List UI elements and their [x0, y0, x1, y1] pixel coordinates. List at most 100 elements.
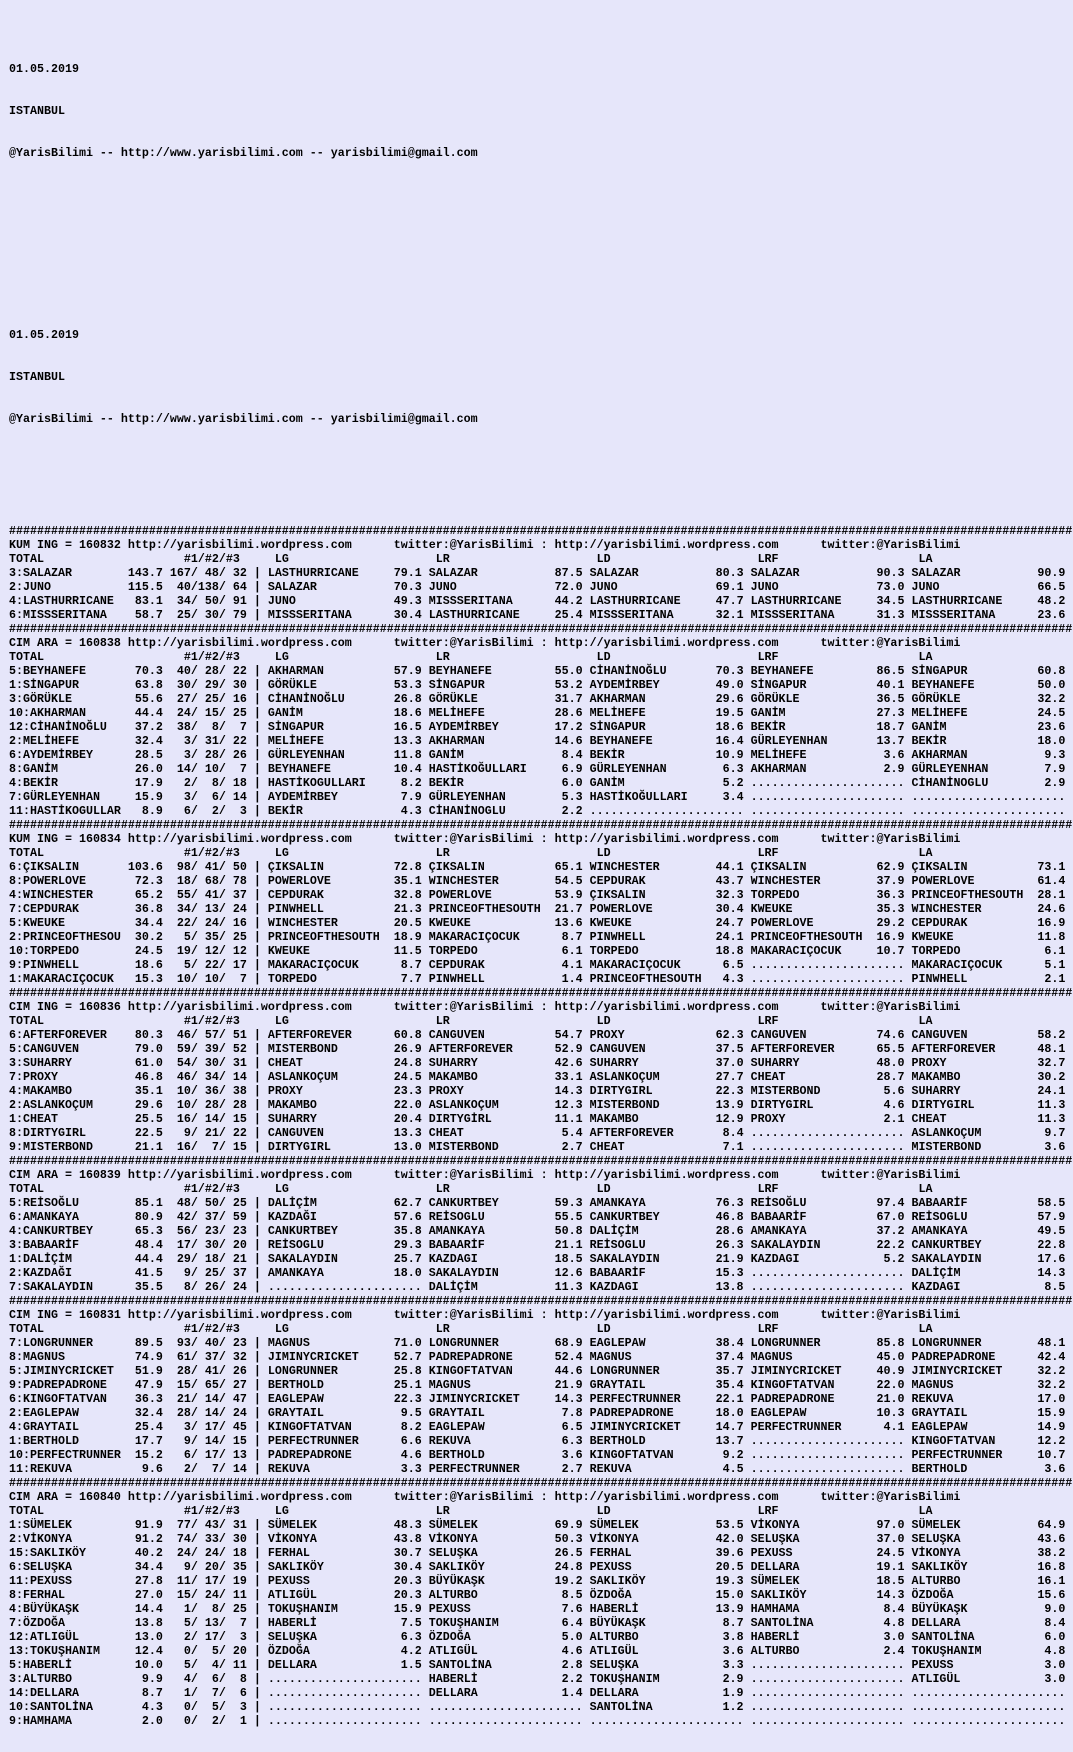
twitter-handle[interactable]: twitter:@YarisBilimi	[820, 832, 961, 846]
placings: 167/ 48/ 32	[169, 566, 247, 580]
placings: 48/ 50/ 25	[169, 1196, 247, 1210]
total-score: 37.2	[120, 720, 163, 734]
twitter-handle[interactable]: twitter:@YarisBilimi	[393, 1000, 534, 1014]
twitter-handle[interactable]: twitter:@YarisBilimi	[820, 1490, 961, 1504]
cell-la-name: POWERLOVE	[911, 874, 1024, 888]
cell-la-value: 24.6	[1023, 902, 1066, 916]
site-link[interactable]: http://yarisbilimi.wordpress.com	[554, 636, 779, 650]
cell-ld-name: LONGRUNNER	[589, 1364, 702, 1378]
cell-lg-value: 30.4	[379, 1560, 422, 1574]
cell-ld-value: 12.9	[701, 1112, 744, 1126]
twitter-handle[interactable]: twitter:@YarisBilimi	[393, 832, 534, 846]
twitter-handle[interactable]: twitter:@YarisBilimi	[393, 1168, 534, 1182]
site-link[interactable]: http://yarisbilimi.wordpress.com	[127, 832, 352, 846]
result-row: 8:GANİM 26.0 14/ 10/ 7 | BEYHANEFE 10.4 …	[9, 762, 1066, 776]
twitter-handle[interactable]: twitter:@YarisBilimi	[393, 1308, 534, 1322]
column-label-la: LA	[918, 1322, 933, 1336]
result-row: 6:ÇIKSALIN 103.6 98/ 41/ 50 | ÇIKSALIN 7…	[9, 860, 1066, 874]
total-label: TOTAL	[9, 552, 44, 566]
total-score: 9.6	[120, 1462, 163, 1476]
cell-ld-value: 20.5	[701, 1560, 744, 1574]
twitter-handle[interactable]: twitter:@YarisBilimi	[820, 1000, 961, 1014]
cell-ld-value: 47.7	[701, 594, 744, 608]
cell-ld-name: DIRTYGIRL	[589, 1084, 702, 1098]
site-link[interactable]: http://yarisbilimi.wordpress.com	[127, 636, 352, 650]
placings: 3/ 31/ 22	[169, 734, 247, 748]
twitter-handle[interactable]: twitter:@YarisBilimi	[820, 1308, 961, 1322]
result-row: 7:CEPDURAK 36.8 34/ 13/ 24 | PINWHELL 21…	[9, 902, 1066, 916]
cell-ld-value: 9.2	[701, 1448, 744, 1462]
horse-label: 5:REİSOĞLU	[9, 1196, 121, 1210]
cell-lg-name: HABERLİ	[267, 1616, 380, 1630]
cell-lr-name: SELUŞKA	[428, 1546, 541, 1560]
twitter-handle[interactable]: twitter:@YarisBilimi	[820, 1168, 961, 1182]
ranks-label: #1/#2/#3	[183, 1182, 240, 1196]
site-link[interactable]: http://yarisbilimi.wordpress.com	[554, 1000, 779, 1014]
cell-lrf-value: 2.1	[862, 1112, 905, 1126]
cell-la-value: 90.9	[1023, 566, 1066, 580]
cell-lg-name: SUHARRY	[267, 1112, 380, 1126]
total-score: 27.8	[120, 1574, 163, 1588]
site-link[interactable]: http://yarisbilimi.wordpress.com	[127, 538, 352, 552]
twitter-handle[interactable]: twitter:@YarisBilimi	[820, 538, 961, 552]
cell-ld-value: 18.0	[701, 1406, 744, 1420]
cell-lr-empty: ......................	[428, 1714, 583, 1728]
cell-la-name: SAKALAYDIN	[911, 1252, 1024, 1266]
blank-line	[9, 188, 1073, 202]
site-link[interactable]: http://yarisbilimi.wordpress.com	[554, 1168, 779, 1182]
result-row: 1:DALİÇİM 44.4 29/ 18/ 21 | SAKALAYDIN 2…	[9, 1252, 1066, 1266]
site-link[interactable]: http://yarisbilimi.wordpress.com	[554, 832, 779, 846]
total-score: 30.2	[120, 930, 163, 944]
header-block-2: 01.05.2019 ISTANBUL @YarisBilimi -- http…	[9, 300, 1073, 496]
twitter-handle[interactable]: twitter:@YarisBilimi	[393, 636, 534, 650]
cell-lrf-value: 74.6	[862, 1028, 905, 1042]
twitter-handle[interactable]: twitter:@YarisBilimi	[393, 538, 534, 552]
total-score: 22.5	[120, 1126, 163, 1140]
cell-lrf-name: SUHARRY	[750, 1056, 863, 1070]
total-score: 79.0	[120, 1042, 163, 1056]
cell-ld-name: GANİM	[589, 776, 702, 790]
header-contact: @YarisBilimi -- http://www.yarisbilimi.c…	[9, 146, 478, 160]
twitter-handle[interactable]: twitter:@YarisBilimi	[393, 1490, 534, 1504]
cell-ld-value: 69.1	[701, 580, 744, 594]
cell-ld-name: REİSOGLU	[589, 1238, 702, 1252]
cell-lrf-value: 18.5	[862, 1574, 905, 1588]
cell-ld-name: ÖZDOĞA	[589, 1588, 702, 1602]
site-link[interactable]: http://yarisbilimi.wordpress.com	[127, 1308, 352, 1322]
column-label-lrf: LRF	[757, 552, 779, 566]
cell-ld-name: BEKİR	[589, 748, 702, 762]
cell-lg-name: CHEAT	[267, 1056, 380, 1070]
site-link[interactable]: http://yarisbilimi.wordpress.com	[554, 1308, 779, 1322]
site-link[interactable]: http://yarisbilimi.wordpress.com	[554, 538, 779, 552]
cell-lg-name: WINCHESTER	[267, 916, 380, 930]
total-score: 35.1	[120, 1084, 163, 1098]
cell-ld-name: SÜMELEK	[589, 1518, 702, 1532]
result-row: 12:CİHANİNOĞLU 37.2 38/ 8/ 7 | SİNGAPUR …	[9, 720, 1066, 734]
placings: 34/ 50/ 91	[169, 594, 247, 608]
cell-lr-name: EAGLEPAW	[428, 1420, 541, 1434]
horse-label: 2:MELİHEFE	[9, 734, 121, 748]
cell-la-name: PROXY	[911, 1056, 1024, 1070]
horse-label: 3:SUHARRY	[9, 1056, 121, 1070]
twitter-handle[interactable]: twitter:@YarisBilimi	[820, 636, 961, 650]
cell-lr-value: 21.9	[540, 1378, 583, 1392]
placings: 5/ 13/ 7	[169, 1616, 247, 1630]
cell-la-name: CİHANİNOGLU	[911, 776, 1024, 790]
cell-lrf-value: 24.5	[862, 1546, 905, 1560]
site-link[interactable]: http://yarisbilimi.wordpress.com	[127, 1168, 352, 1182]
cell-lrf-name: PROXY	[750, 1112, 863, 1126]
race-section: ########################################…	[9, 986, 1073, 1154]
horse-label: 6:AFTERFOREVER	[9, 1028, 121, 1042]
cell-ld-name: AYDEMİRBEY	[589, 678, 702, 692]
cell-lg-value: 8.2	[379, 1420, 422, 1434]
site-link[interactable]: http://yarisbilimi.wordpress.com	[554, 1490, 779, 1504]
cell-lr-name: REİSOGLU	[428, 1210, 541, 1224]
site-link[interactable]: http://yarisbilimi.wordpress.com	[127, 1490, 352, 1504]
cell-ld-name: TORPEDO	[589, 944, 702, 958]
cell-lr-name: SALAZAR	[428, 566, 541, 580]
cell-lg-value: 25.1	[379, 1378, 422, 1392]
placings: 10/ 36/ 38	[169, 1084, 247, 1098]
header-date: 01.05.2019	[9, 328, 79, 342]
site-link[interactable]: http://yarisbilimi.wordpress.com	[127, 1000, 352, 1014]
cell-lr-name: BERTHOLD	[428, 1448, 541, 1462]
